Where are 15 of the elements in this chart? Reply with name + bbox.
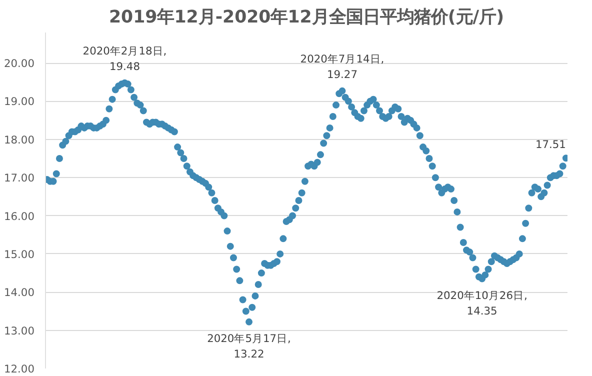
y-tick-label: 15.00 [4,248,35,261]
y-tick-label: 17.00 [4,172,35,185]
y-tick-label: 16.00 [4,210,35,223]
annotation: 17.51 [535,138,566,152]
y-tick-label: 12.00 [4,362,35,376]
annotation: 2020年10月26日, 14.35 [436,288,528,318]
y-tick-label: 19.00 [4,95,35,108]
y-tick-label: 18.00 [4,133,35,146]
y-tick-label: 13.00 [4,324,35,338]
annotation: 2020年2月18日, 19.48 [82,44,167,73]
y-tick-label: 14.00 [4,286,35,300]
annotation: 2020年7月14日, 19.27 [300,52,384,81]
y-tick-label: 20.00 [4,57,35,70]
annotation: 2020年5月17日, 13.22 [207,332,291,361]
chart-title: 2019年12月-2020年12月全国日平均猪价(元/斤) [108,8,504,28]
